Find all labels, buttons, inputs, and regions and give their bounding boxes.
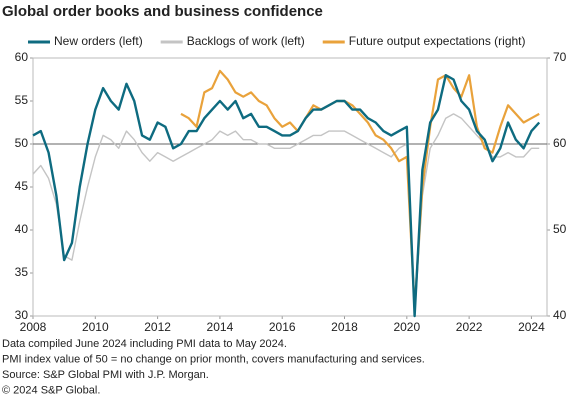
x-tick-label: 2024 — [518, 320, 545, 334]
y-tick-label: 55 — [15, 93, 29, 107]
y-tick-label: 35 — [15, 265, 29, 279]
x-tick-label: 2010 — [82, 320, 109, 334]
y2-tick-label: 70 — [553, 50, 567, 64]
footnote: PMI index value of 50 = no change on pri… — [2, 353, 425, 365]
footnote: Source: S&P Global PMI with J.P. Morgan. — [2, 369, 209, 381]
y-tick-label: 50 — [15, 136, 29, 150]
y-tick-label: 45 — [15, 179, 29, 193]
x-tick-label: 2016 — [269, 320, 296, 334]
footnote: © 2024 S&P Global. — [2, 384, 100, 396]
series-line — [180, 69, 540, 309]
plot-frame — [32, 57, 548, 317]
x-tick-label: 2012 — [144, 320, 171, 334]
y2-tick-label: 60 — [553, 136, 567, 150]
legend-label: Backlogs of work (left) — [187, 34, 305, 48]
legend-label: Future output expectations (right) — [349, 34, 526, 48]
y2-tick-label: 50 — [553, 222, 567, 236]
x-tick-label: 2014 — [207, 320, 234, 334]
series-line — [32, 74, 541, 318]
legend-label: New orders (left) — [54, 34, 143, 48]
x-tick-label: 2008 — [20, 320, 47, 334]
y-tick-label: 30 — [15, 308, 29, 322]
chart-title: Global order books and business confiden… — [2, 3, 323, 20]
x-tick-label: 2020 — [393, 320, 420, 334]
x-tick-label: 2018 — [331, 320, 358, 334]
footnote: Data compiled June 2024 including PMI da… — [2, 338, 287, 350]
y2-tick-label: 40 — [553, 308, 567, 322]
series-line — [32, 113, 540, 317]
y-tick-label: 40 — [15, 222, 29, 236]
y-tick-label: 60 — [15, 50, 29, 64]
x-tick-label: 2022 — [456, 320, 483, 334]
